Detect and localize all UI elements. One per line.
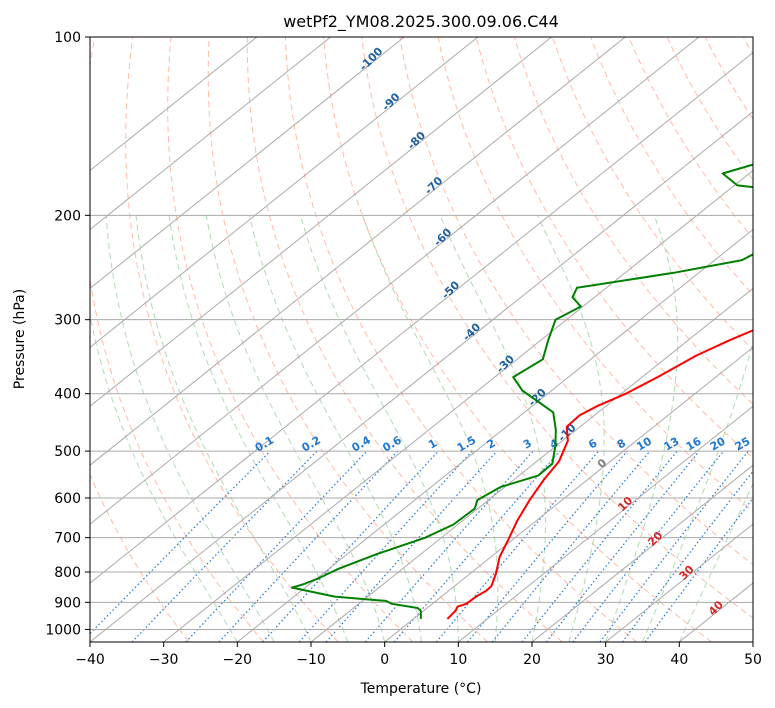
x-tick-label: 20 xyxy=(523,652,541,668)
x-tick-label: −40 xyxy=(75,652,105,668)
x-tick-label: −30 xyxy=(149,652,179,668)
moist-adiabat xyxy=(90,312,238,642)
mixing-ratio-line xyxy=(131,450,318,642)
x-axis-title: Temperature (°C) xyxy=(360,681,482,697)
moist-adiabat xyxy=(135,215,312,642)
y-tick-label: 700 xyxy=(54,531,81,547)
moist-adiabat xyxy=(299,215,459,642)
dry-adiabat xyxy=(361,37,753,619)
mixing-ratio-line xyxy=(298,450,473,642)
isotherm xyxy=(90,37,700,525)
mixing-ratio-line xyxy=(599,450,749,642)
x-tick-label: 30 xyxy=(597,652,615,668)
isotherm xyxy=(90,37,405,290)
dry-adiabat xyxy=(167,37,414,642)
moist-adiabat xyxy=(205,215,386,642)
x-tick-label: −10 xyxy=(296,652,326,668)
dry-adiabat xyxy=(246,37,563,642)
x-tick-label: 40 xyxy=(670,652,688,668)
x-axis: −40 −30 −20 −10 0 10 20 30 40 50 xyxy=(75,642,762,668)
isotherm xyxy=(310,287,753,642)
y-tick-label: 400 xyxy=(54,387,81,403)
dewpoint-line xyxy=(291,163,753,619)
isotherm xyxy=(531,464,753,642)
dry-adiabat xyxy=(90,473,190,642)
mixing-ratio-line xyxy=(572,450,725,642)
isotherm xyxy=(237,228,753,642)
y-tick-label: 600 xyxy=(54,491,81,507)
y-tick-label: 100 xyxy=(54,30,81,46)
x-tick-label: 0 xyxy=(380,652,389,668)
isotherm xyxy=(605,523,753,642)
dry-adiabat xyxy=(399,37,753,566)
dry-adiabat xyxy=(284,37,638,642)
dry-adiabat xyxy=(90,37,264,642)
isotherm xyxy=(90,37,626,466)
temperature-line xyxy=(446,329,753,620)
y-tick-label: 1000 xyxy=(45,622,81,638)
moist-adiabat xyxy=(362,215,499,642)
isotherm xyxy=(458,405,753,642)
mixing-ratio-line xyxy=(621,470,753,642)
moist-adiabat xyxy=(678,482,753,642)
dry-adiabat xyxy=(207,37,488,642)
mixing-ratio-line xyxy=(521,450,678,642)
dry-adiabat xyxy=(590,37,753,296)
moist-adiabat xyxy=(105,215,275,642)
chart-title: wetPf2_YM08.2025.300.09.06.C44 xyxy=(283,12,559,32)
x-tick-label: 50 xyxy=(744,652,762,668)
y-tick-label: 500 xyxy=(54,444,81,460)
dry-adiabat xyxy=(437,37,753,512)
y-tick-label: 900 xyxy=(54,595,81,611)
moist-adiabat xyxy=(168,215,349,642)
moist-adiabat xyxy=(439,215,546,642)
isotherm xyxy=(163,169,753,642)
mixing-ratio-line xyxy=(325,450,498,642)
mixing-ratio-line xyxy=(491,450,651,642)
dry-adiabat xyxy=(475,37,753,459)
mixing-ratio-line xyxy=(90,450,271,635)
y-axis-title: Pressure (hPa) xyxy=(12,289,28,389)
isotherm xyxy=(90,37,331,231)
moist-adiabat xyxy=(536,215,605,642)
moist-adiabat xyxy=(642,339,753,642)
isotherm xyxy=(90,52,753,584)
isotherm xyxy=(90,110,753,642)
isotherm xyxy=(384,346,753,642)
isotherm xyxy=(90,37,479,348)
mixing-ratio-line xyxy=(262,450,439,642)
moist-adiabat xyxy=(605,215,679,642)
profile-series xyxy=(291,163,753,620)
x-tick-label: −20 xyxy=(223,652,253,668)
y-tick-label: 800 xyxy=(54,565,81,581)
y-tick-label: 200 xyxy=(54,208,81,224)
mixing-ratio-line xyxy=(435,450,600,642)
isotherm xyxy=(90,37,258,172)
mixing-ratio-line xyxy=(467,450,628,642)
background-lines xyxy=(90,37,753,642)
y-tick-label: 300 xyxy=(54,313,81,329)
dry-adiabat xyxy=(666,37,753,181)
isotherm xyxy=(90,37,552,407)
plot-frame xyxy=(89,36,754,643)
x-tick-label: 10 xyxy=(449,652,467,668)
moist-adiabat xyxy=(248,215,422,642)
dry-adiabat xyxy=(323,37,713,642)
y-axis: 100 200 300 400 500 600 700 800 900 1000 xyxy=(45,30,90,638)
